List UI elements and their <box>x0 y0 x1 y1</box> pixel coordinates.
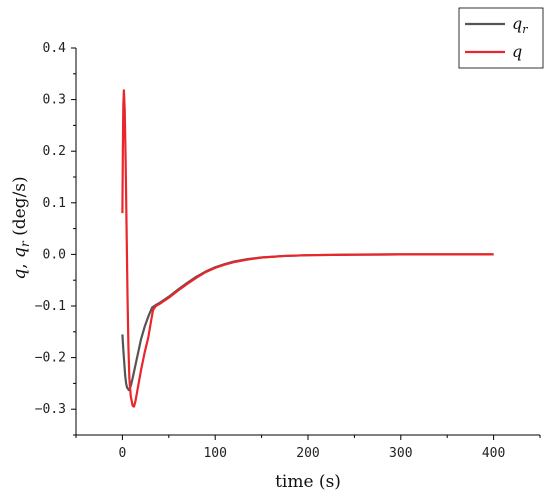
x-axis-title: time (s) <box>275 472 341 492</box>
y-axis-title-text: q, qr (deg/s) <box>10 176 32 279</box>
series-line-q <box>121 89 494 408</box>
x-tick-label: 100 <box>203 446 226 461</box>
legend-label-q: q <box>512 42 522 61</box>
y-tick-label: 0.3 <box>43 93 66 108</box>
series-layer <box>121 89 494 408</box>
legend: qr q <box>458 7 544 69</box>
x-tick-label: 0 <box>118 446 126 461</box>
y-tick-label: −0.3 <box>35 402 66 417</box>
x-tick-label: 200 <box>296 446 319 461</box>
y-axis-title: q, qr (deg/s) <box>10 176 32 279</box>
y-tick-label: 0.2 <box>43 144 66 159</box>
x-tick-label: 300 <box>389 446 412 461</box>
legend-label-q-r: qr <box>512 14 528 36</box>
y-tick-label: 0.4 <box>43 41 67 56</box>
series-line-q-r <box>121 253 494 392</box>
legend-box <box>458 7 544 69</box>
y-tick-label: 0.0 <box>43 247 66 262</box>
y-tick-label: −0.1 <box>35 299 66 314</box>
y-tick-label: −0.2 <box>35 351 66 366</box>
x-tick-label: 400 <box>482 446 505 461</box>
y-tick-label: 0.1 <box>43 196 66 211</box>
axes: −0.3 −0.2 −0.1 0.0 0.1 0.2 0.3 0.4 0 100 200 300 400 <box>35 41 541 461</box>
